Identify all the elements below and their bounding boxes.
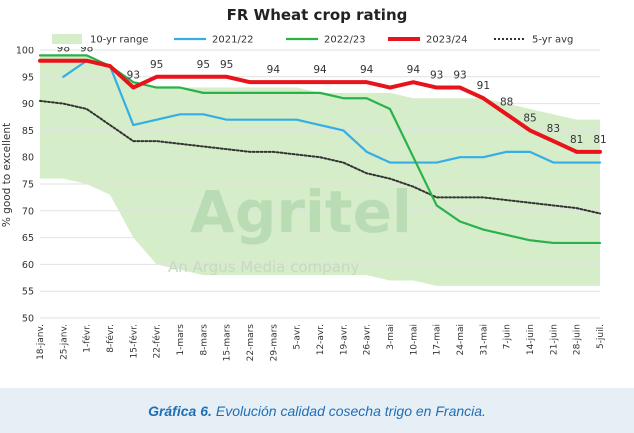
y-tick-label: 100: [16, 46, 34, 57]
figure-caption: Gráfica 6. Evolución calidad cosecha tri…: [0, 388, 634, 433]
y-tick-label: 65: [22, 233, 34, 244]
data-label: 85: [523, 112, 536, 124]
x-tick-label: 24-mai: [456, 324, 466, 355]
y-tick-label: 60: [22, 260, 34, 271]
x-tick-label: 8-mars: [199, 324, 209, 356]
x-tick-label: 14-juin: [526, 324, 536, 355]
data-label: 91: [477, 80, 490, 92]
x-tick-label: 21-juin: [549, 324, 559, 355]
x-tick-label: 8-févr.: [105, 324, 116, 353]
y-tick-label: 70: [22, 206, 34, 217]
x-tick-label: 26-avr.: [363, 324, 373, 355]
legend-swatch-range: [52, 34, 82, 44]
data-label: 88: [500, 96, 513, 108]
legend-label: 5-yr avg: [532, 35, 573, 46]
x-tick-label: 5-avr.: [293, 324, 303, 350]
y-tick-label: 75: [22, 180, 34, 191]
y-tick-label: 80: [22, 153, 34, 164]
data-label: 93: [453, 70, 466, 82]
x-tick-label: 10-mai: [409, 324, 419, 355]
x-tick-label: 15-févr.: [128, 324, 139, 358]
data-label: 83: [547, 123, 560, 135]
x-tick-label: 12-avr.: [316, 324, 326, 355]
x-tick-label: 15-mars: [223, 324, 233, 362]
x-tick-label: 17-mai: [433, 324, 443, 355]
x-tick-label: 7-juin: [503, 324, 513, 349]
x-tick-label: 22-mars: [246, 324, 256, 362]
x-tick-label: 5-juil.: [596, 324, 606, 349]
y-tick-label: 85: [22, 126, 34, 137]
data-label: 81: [570, 134, 583, 146]
x-tick-label: 1-févr.: [82, 324, 93, 353]
data-label: 94: [313, 64, 327, 76]
x-tick-label: 31-mai: [479, 324, 489, 355]
data-label: 94: [267, 64, 281, 76]
series-line-2022-23: [38, 54, 602, 245]
data-label: 94: [407, 64, 421, 76]
y-tick-label: 95: [22, 72, 34, 83]
data-label: 95: [197, 59, 210, 71]
watermark-brand: Agritel: [190, 178, 412, 246]
caption-label: Gráfica 6.: [148, 402, 212, 419]
y-axis-label: % good to excellent: [1, 123, 13, 227]
series-line-2023-24: [38, 58, 602, 154]
x-tick-label: 22-févr.: [152, 324, 163, 358]
x-tick-label: 25-janv.: [59, 324, 69, 360]
series-line-2021-22: [62, 59, 602, 164]
data-label: 93: [127, 70, 140, 82]
data-label: 95: [220, 59, 233, 71]
x-tick-label: 1-mars: [176, 324, 186, 356]
chart-title: FR Wheat crop rating: [227, 6, 408, 24]
data-label: 81: [593, 134, 606, 146]
data-label: 93: [430, 70, 443, 82]
legend-label: 2022/23: [324, 35, 366, 46]
caption-text: Evolución calidad cosecha trigo en Franc…: [215, 402, 486, 419]
series-line-5-yr-avg: [39, 99, 601, 215]
legend-label: 10-yr range: [90, 35, 148, 46]
y-tick-label: 90: [22, 99, 34, 110]
y-tick-label: 50: [22, 314, 34, 325]
y-tick-label: 55: [22, 287, 34, 298]
legend-label: 2023/24: [426, 35, 468, 46]
x-tick-label: 29-mars: [269, 324, 279, 362]
x-tick-label: 19-avr.: [339, 324, 349, 355]
range-band-area: [40, 55, 600, 286]
data-label: 94: [360, 64, 374, 76]
x-tick-label: 18-janv.: [36, 324, 46, 360]
x-tick-label: 28-juin: [573, 324, 583, 355]
x-tick-label: 3-mai: [386, 324, 396, 350]
legend-label: 2021/22: [212, 35, 254, 46]
data-label: 95: [150, 59, 163, 71]
watermark-tagline: An Argus Media company: [168, 258, 359, 276]
